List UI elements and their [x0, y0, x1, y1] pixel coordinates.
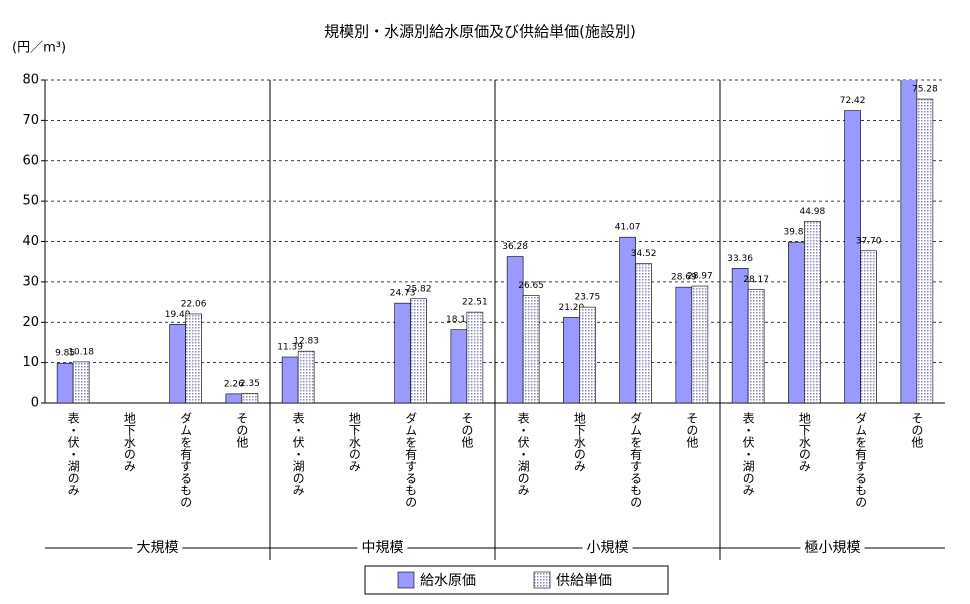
bar	[844, 110, 861, 404]
x-tick-label: その他	[910, 412, 924, 448]
value-label: 72.42	[840, 96, 866, 106]
value-label: 18.15	[446, 315, 472, 325]
bar	[72, 361, 90, 404]
x-tick-label: ダムを有するもの	[179, 412, 193, 508]
x-tick-label: ダムを有するもの	[854, 412, 868, 508]
value-label: 23.75	[574, 293, 600, 303]
y-unit: (円／m³)	[12, 41, 66, 56]
x-tick-label: その他	[235, 412, 249, 448]
group-label: 小規模	[587, 540, 629, 556]
bar	[731, 268, 749, 404]
bar	[691, 285, 709, 404]
bar	[450, 329, 468, 404]
value-label: 44.98	[799, 207, 825, 217]
value-label: 28.97	[687, 272, 713, 282]
x-tick-label: 表・伏・湖のみ	[516, 412, 530, 496]
group-label-bg	[582, 540, 633, 556]
bar	[394, 302, 411, 404]
value-label: 39.84	[783, 228, 809, 238]
bar	[185, 313, 202, 404]
value-label: 28.69	[671, 273, 697, 283]
y-tick-label: 60	[22, 153, 39, 168]
bar	[579, 306, 596, 404]
y-tick-label: 40	[22, 234, 39, 249]
value-label: 10.18	[68, 347, 94, 357]
value-label: 75.28	[912, 85, 938, 95]
group-label-bg	[357, 540, 408, 556]
value-label: 41.07	[615, 223, 641, 233]
bar	[675, 286, 693, 404]
x-tick-label: その他	[460, 412, 474, 448]
value-label: 34.52	[631, 249, 657, 259]
y-tick-label: 80	[22, 73, 39, 88]
value-label: 24.73	[390, 289, 416, 299]
bar	[56, 362, 74, 404]
x-tick-label: 地下水のみ	[797, 412, 811, 472]
bar	[522, 295, 540, 404]
bar	[747, 288, 765, 404]
group-label: 極小規模	[805, 540, 861, 556]
x-tick-label: 地下水のみ	[572, 412, 586, 472]
bar	[466, 311, 484, 404]
bar	[297, 350, 315, 404]
x-tick-label: ダムを有するもの	[404, 412, 418, 508]
group-label-bg	[800, 540, 865, 556]
value-label: 36.28	[502, 242, 528, 252]
value-label: 33.36	[727, 254, 753, 264]
bar	[563, 317, 580, 404]
value-label: 37.70	[856, 236, 882, 246]
bar	[788, 241, 805, 404]
value-label: 22.06	[181, 299, 207, 309]
group-label-bg	[132, 540, 183, 556]
legend-swatch	[397, 571, 415, 589]
value-label: 12.83	[293, 337, 319, 347]
legend-label: 給水原価	[420, 573, 476, 589]
x-tick-label: その他	[685, 412, 699, 448]
x-tick-label: 地下水のみ	[347, 412, 361, 472]
value-label: 28.17	[743, 275, 769, 285]
bar	[225, 393, 243, 404]
y-tick-label: 10	[22, 355, 39, 370]
bar	[916, 98, 934, 404]
value-label: 11.39	[277, 343, 303, 353]
value-label: 21.20	[558, 303, 584, 313]
bar	[410, 298, 427, 404]
x-tick-label: 表・伏・湖のみ	[741, 412, 755, 496]
y-tick-label: 70	[22, 113, 39, 128]
bar	[860, 250, 877, 404]
y-tick-label: 20	[22, 315, 39, 330]
x-tick-label: 表・伏・湖のみ	[291, 412, 305, 496]
bar	[169, 324, 186, 404]
x-tick-label: 地下水のみ	[122, 412, 136, 472]
x-tick-label: ダムを有するもの	[629, 412, 643, 508]
bar	[281, 356, 299, 404]
bar	[900, 80, 918, 404]
y-tick-label: 30	[22, 274, 39, 289]
legend-box	[364, 565, 669, 595]
value-label: 22.51	[462, 298, 488, 308]
value-label: 2.26	[224, 379, 244, 389]
group-label: 大規模	[137, 540, 179, 556]
value-label: 19.49	[165, 310, 191, 320]
value-label: 2.35	[240, 379, 260, 389]
bar	[804, 221, 821, 404]
value-label: 25.82	[406, 284, 432, 294]
value-label: 26.65	[518, 281, 544, 291]
chart-title: 規模別・水源別給水原価及び供給単価(施設別)	[324, 23, 636, 41]
y-tick-label: 50	[22, 194, 39, 209]
y-tick-label: 0	[31, 396, 39, 411]
legend-label: 供給単価	[556, 573, 612, 589]
bar	[635, 263, 652, 404]
x-tick-label: 表・伏・湖のみ	[66, 412, 80, 496]
bar	[241, 393, 259, 404]
legend-swatch	[533, 571, 551, 589]
bar	[619, 236, 636, 404]
bar	[506, 256, 524, 404]
value-label: 9.85	[55, 349, 75, 359]
group-label: 中規模	[362, 540, 404, 556]
